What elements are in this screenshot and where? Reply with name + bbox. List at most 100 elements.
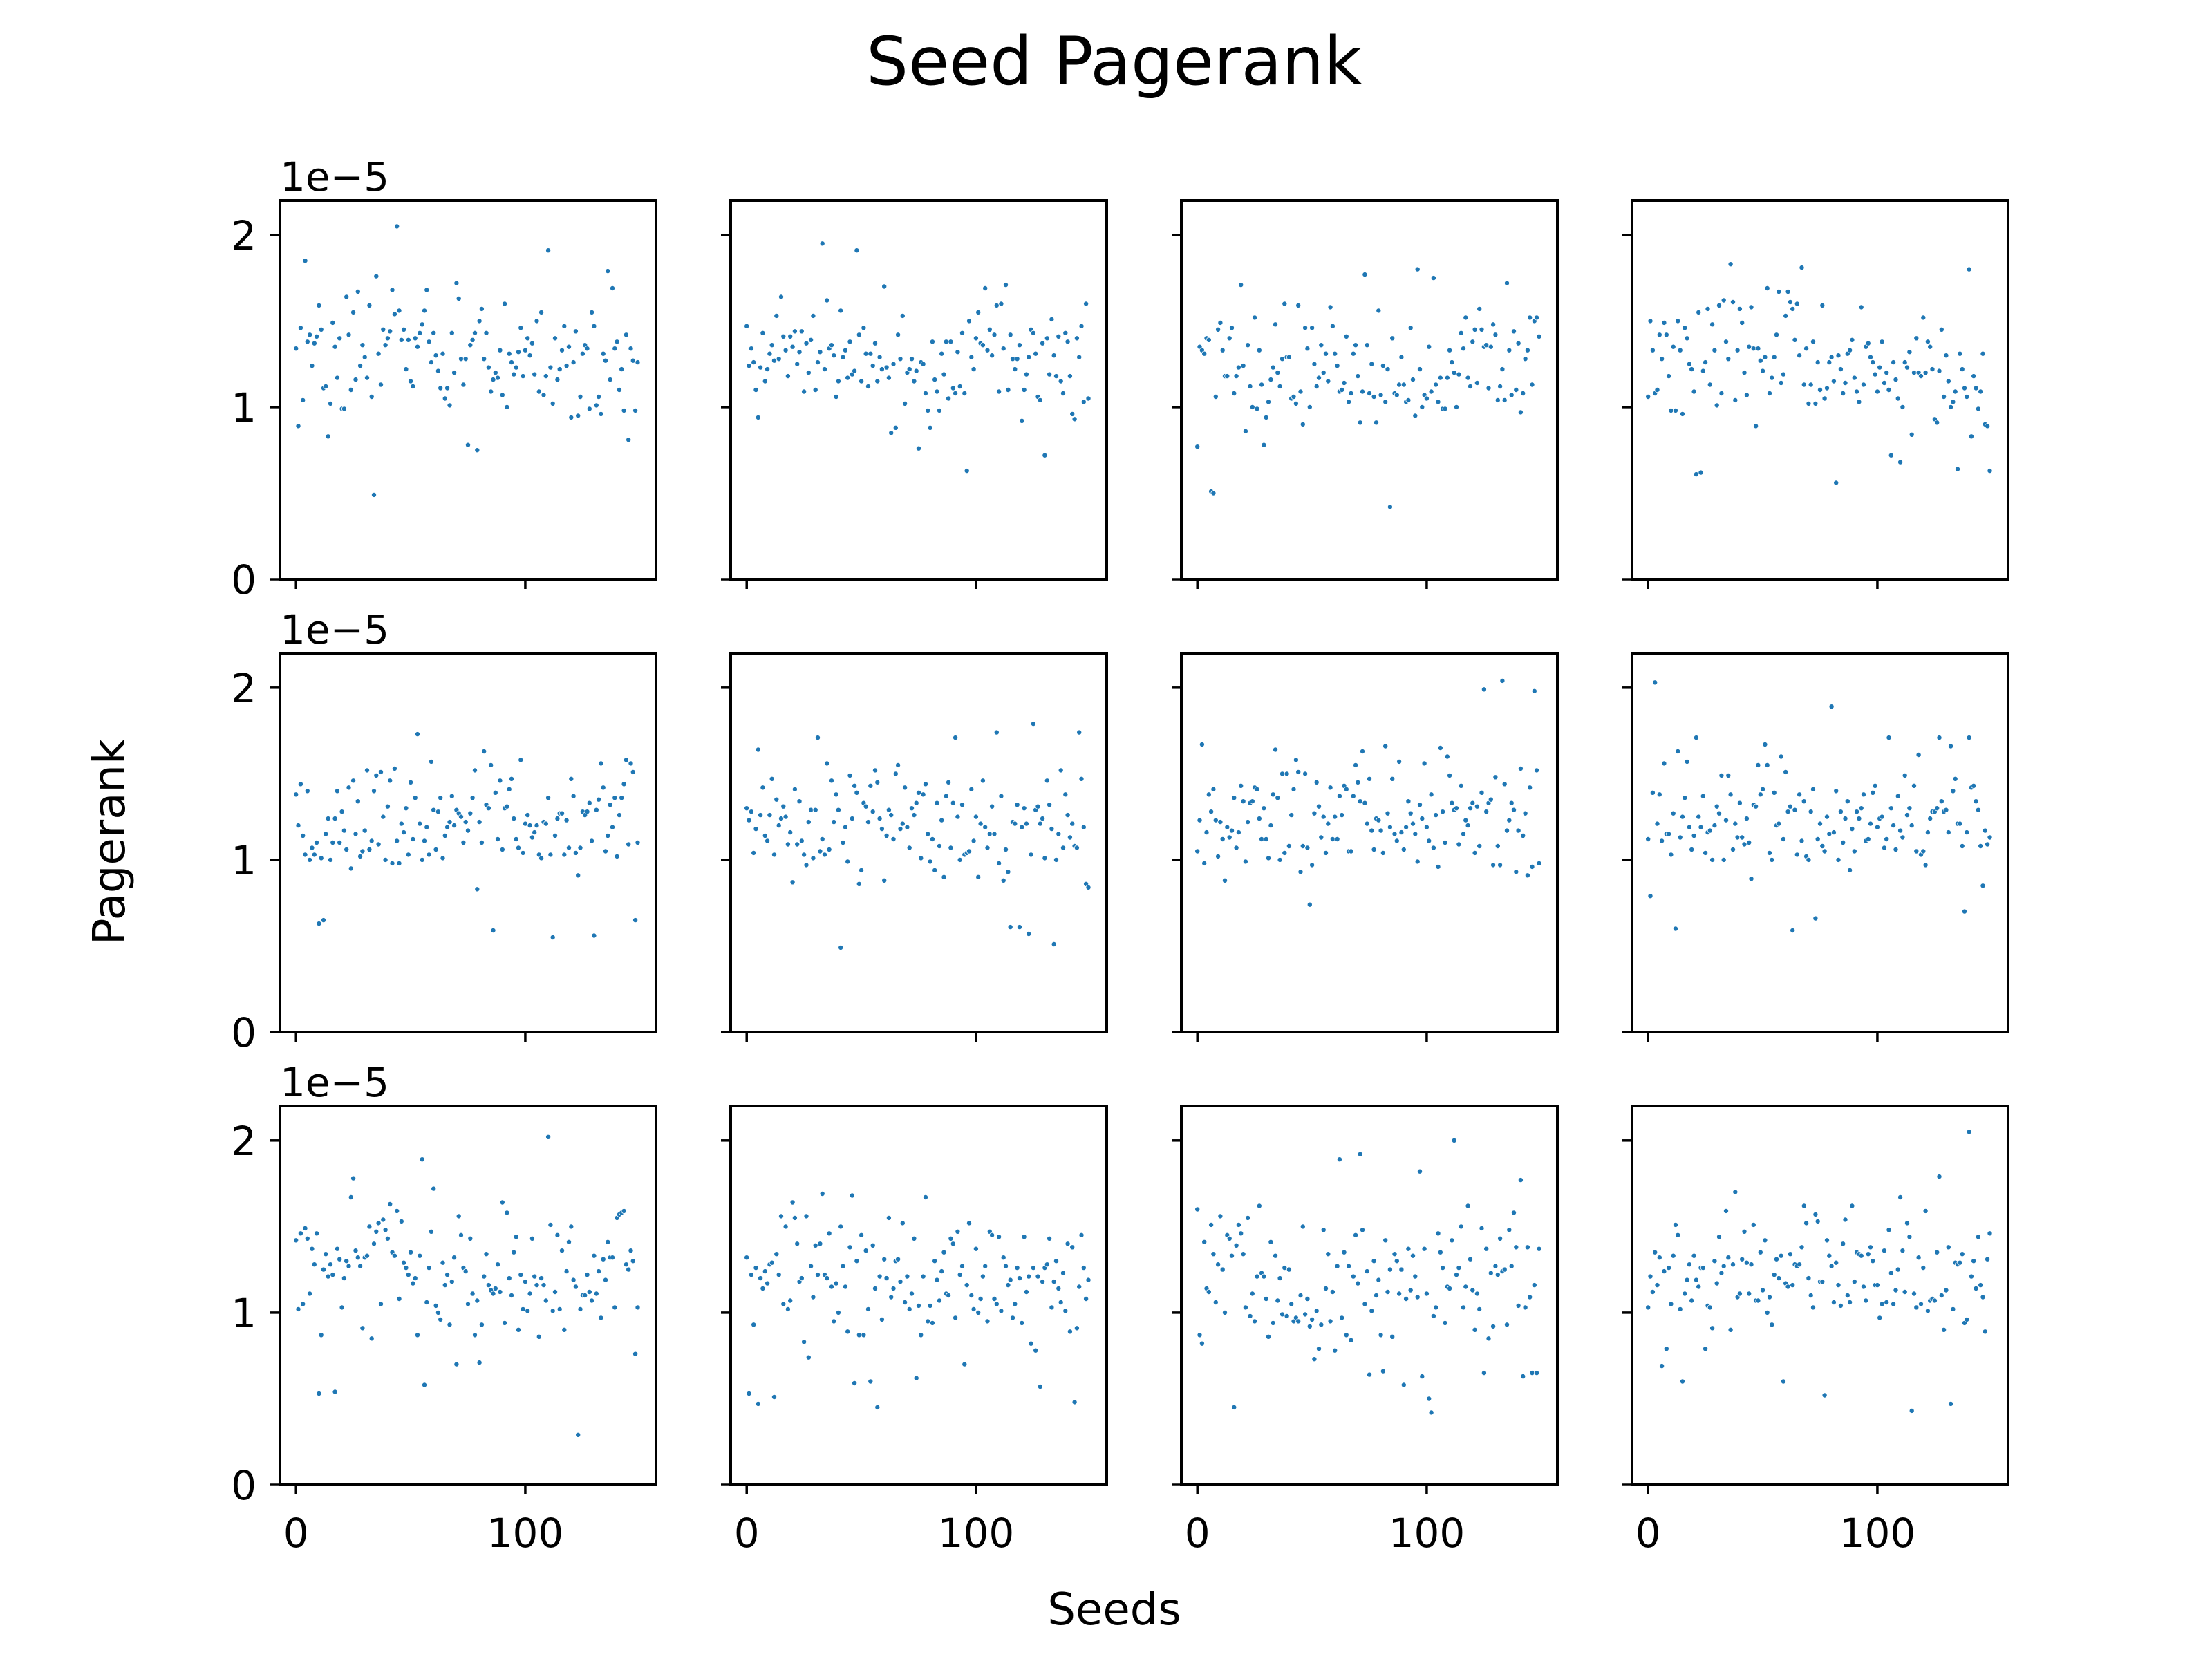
data-point bbox=[1226, 834, 1232, 841]
data-point bbox=[447, 819, 453, 825]
data-point bbox=[469, 1291, 476, 1297]
data-point bbox=[339, 809, 345, 815]
data-point bbox=[591, 323, 597, 329]
data-point bbox=[568, 1224, 574, 1230]
data-point bbox=[1272, 747, 1278, 753]
data-point bbox=[341, 1275, 347, 1282]
data-point bbox=[984, 1318, 991, 1324]
data-point bbox=[1661, 319, 1667, 326]
data-point bbox=[1797, 791, 1803, 798]
data-point bbox=[812, 1242, 818, 1248]
data-point bbox=[1833, 480, 1839, 486]
data-point bbox=[1266, 1333, 1272, 1340]
data-point bbox=[1206, 1288, 1212, 1295]
data-point bbox=[1040, 1279, 1046, 1285]
data-point bbox=[835, 1309, 841, 1315]
data-point bbox=[1044, 335, 1050, 341]
data-point bbox=[398, 337, 404, 343]
data-point bbox=[1968, 433, 1974, 440]
data-point bbox=[300, 1301, 306, 1307]
data-point bbox=[918, 1332, 924, 1338]
data-point bbox=[968, 1292, 975, 1298]
data-point bbox=[572, 850, 579, 856]
data-point bbox=[897, 826, 903, 832]
data-point bbox=[1830, 378, 1837, 384]
data-point bbox=[1872, 371, 1878, 377]
data-point bbox=[780, 1301, 787, 1307]
data-point bbox=[1833, 788, 1839, 794]
data-point bbox=[550, 400, 556, 406]
data-point bbox=[1810, 786, 1816, 792]
data-point bbox=[1256, 1203, 1262, 1209]
data-point bbox=[1030, 1265, 1036, 1271]
data-point bbox=[1483, 342, 1490, 348]
data-point bbox=[1886, 735, 1892, 741]
data-point bbox=[373, 273, 379, 279]
data-point bbox=[346, 332, 352, 338]
data-point bbox=[442, 1282, 448, 1288]
data-point bbox=[819, 836, 825, 842]
data-point bbox=[1339, 1315, 1345, 1321]
data-point bbox=[1047, 802, 1053, 808]
data-point bbox=[371, 1241, 377, 1247]
data-point bbox=[968, 354, 975, 360]
data-point bbox=[421, 838, 427, 844]
data-point bbox=[1783, 769, 1789, 775]
data-point bbox=[1437, 375, 1443, 381]
data-point bbox=[1764, 1309, 1770, 1315]
data-point bbox=[1534, 315, 1540, 321]
data-point bbox=[1056, 831, 1062, 837]
data-point bbox=[1261, 442, 1267, 448]
data-point bbox=[1497, 1235, 1503, 1241]
data-point bbox=[1950, 788, 1956, 794]
data-point bbox=[1730, 846, 1736, 852]
data-point bbox=[1240, 1251, 1246, 1257]
data-point bbox=[1472, 1327, 1478, 1333]
data-point bbox=[1766, 850, 1772, 856]
data-point bbox=[366, 846, 373, 852]
data-point bbox=[780, 333, 787, 339]
data-point bbox=[1510, 807, 1517, 813]
data-point bbox=[874, 1404, 881, 1410]
data-point bbox=[1047, 1235, 1053, 1241]
data-point bbox=[1508, 1263, 1515, 1269]
data-point bbox=[1716, 810, 1723, 816]
data-point bbox=[467, 1235, 474, 1241]
data-point bbox=[515, 1327, 521, 1333]
data-point bbox=[803, 340, 809, 346]
data-point bbox=[1405, 798, 1412, 805]
data-point bbox=[309, 1246, 315, 1252]
data-point bbox=[366, 1224, 373, 1230]
data-point bbox=[621, 407, 627, 413]
data-point bbox=[991, 1295, 997, 1302]
data-point bbox=[1245, 819, 1251, 825]
data-point bbox=[502, 301, 508, 307]
data-point bbox=[1076, 354, 1082, 360]
data-point bbox=[1762, 741, 1768, 747]
data-point bbox=[424, 1299, 430, 1305]
data-point bbox=[1348, 390, 1354, 396]
data-point bbox=[1210, 1251, 1217, 1257]
data-point bbox=[1007, 1277, 1013, 1283]
data-point bbox=[1666, 373, 1672, 379]
data-point bbox=[1812, 915, 1819, 921]
axes-frame bbox=[729, 199, 1108, 581]
data-point bbox=[1460, 346, 1466, 352]
data-point bbox=[769, 776, 775, 782]
data-point bbox=[469, 795, 476, 801]
data-point bbox=[1012, 1301, 1018, 1307]
data-point bbox=[1755, 762, 1761, 768]
data-point bbox=[785, 841, 791, 847]
data-point bbox=[382, 856, 388, 863]
data-point bbox=[538, 309, 545, 315]
data-point bbox=[751, 359, 757, 366]
data-point bbox=[314, 333, 320, 339]
data-point bbox=[1026, 930, 1032, 937]
data-point bbox=[1311, 361, 1318, 367]
data-point bbox=[748, 1272, 754, 1278]
data-point bbox=[847, 1244, 853, 1250]
data-point bbox=[1465, 375, 1471, 381]
data-point bbox=[534, 318, 540, 324]
data-point bbox=[462, 356, 469, 362]
data-point bbox=[1966, 266, 1972, 272]
